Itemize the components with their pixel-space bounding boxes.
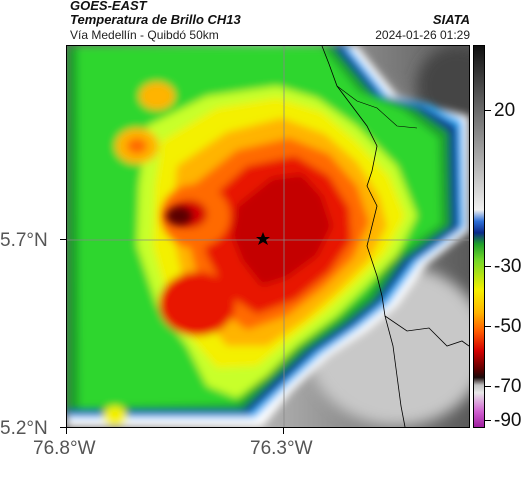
colorbar bbox=[473, 45, 485, 428]
lat-tick-label: 5.2°N bbox=[0, 418, 48, 439]
agency-label: SIATA bbox=[432, 12, 470, 27]
boundary-line bbox=[336, 85, 418, 129]
colorbar-label: -30 bbox=[494, 256, 522, 277]
lon-tick-label: 76.3°W bbox=[250, 438, 313, 459]
lat-tick-label: 5.7°N bbox=[0, 230, 48, 251]
map-canvas bbox=[67, 46, 469, 427]
location-star-icon bbox=[256, 232, 270, 245]
colorbar-label: -50 bbox=[494, 316, 522, 337]
product-title: Temperatura de Brillo CH13 bbox=[70, 12, 241, 27]
satellite-map bbox=[66, 45, 470, 428]
lon-tick-label: 76.8°W bbox=[33, 438, 96, 459]
boundary-line bbox=[321, 46, 406, 427]
colorbar-label: -70 bbox=[494, 376, 522, 397]
boundary-line bbox=[384, 315, 469, 347]
satellite-title: GOES-EAST bbox=[70, 0, 147, 13]
timestamp-label: 2024-01-26 01:29 bbox=[375, 28, 470, 42]
colorbar-label: -90 bbox=[494, 410, 522, 431]
colorbar-label: 20 bbox=[494, 100, 516, 121]
region-subtitle: Vía Medellín - Quibdó 50km bbox=[70, 28, 219, 42]
